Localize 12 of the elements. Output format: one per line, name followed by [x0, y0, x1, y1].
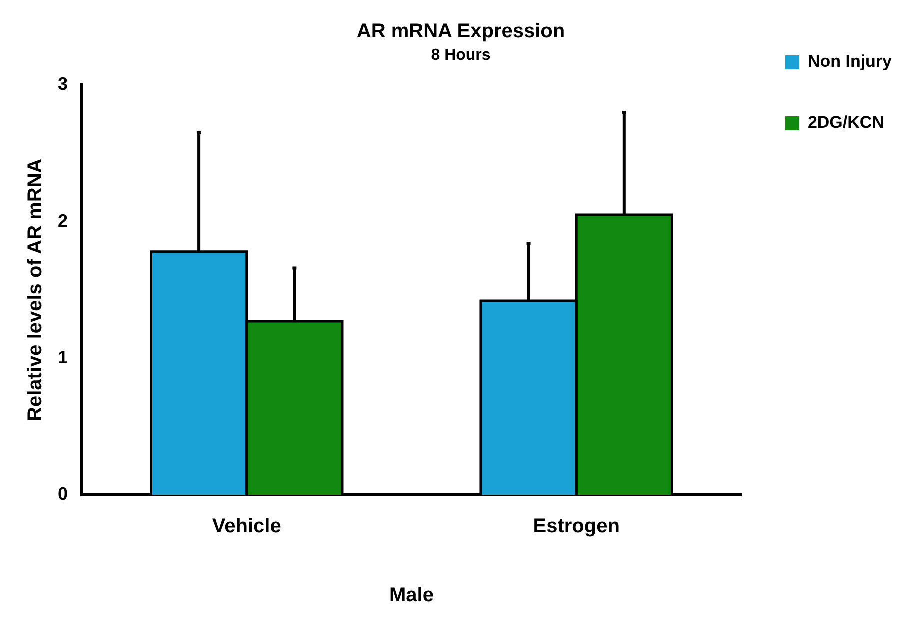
chart-subtitle: 8 Hours	[431, 47, 491, 64]
x-axis-title: Male	[389, 584, 434, 607]
y-tick-label: 1	[58, 347, 68, 368]
y-tick-label: 0	[58, 484, 68, 504]
y-tick-label: 2	[58, 210, 68, 231]
legend-label: 2DG/KCN	[808, 113, 884, 132]
y-axis-title: Relative levels of AR mRNA	[24, 158, 47, 422]
x-tick-label: Vehicle	[212, 516, 282, 538]
x-tick-label: Estrogen	[533, 516, 620, 538]
y-tick-label: 3	[58, 74, 68, 94]
legend-label: Non Injury	[808, 52, 893, 72]
chart-title: AR mRNA Expression	[356, 20, 566, 43]
